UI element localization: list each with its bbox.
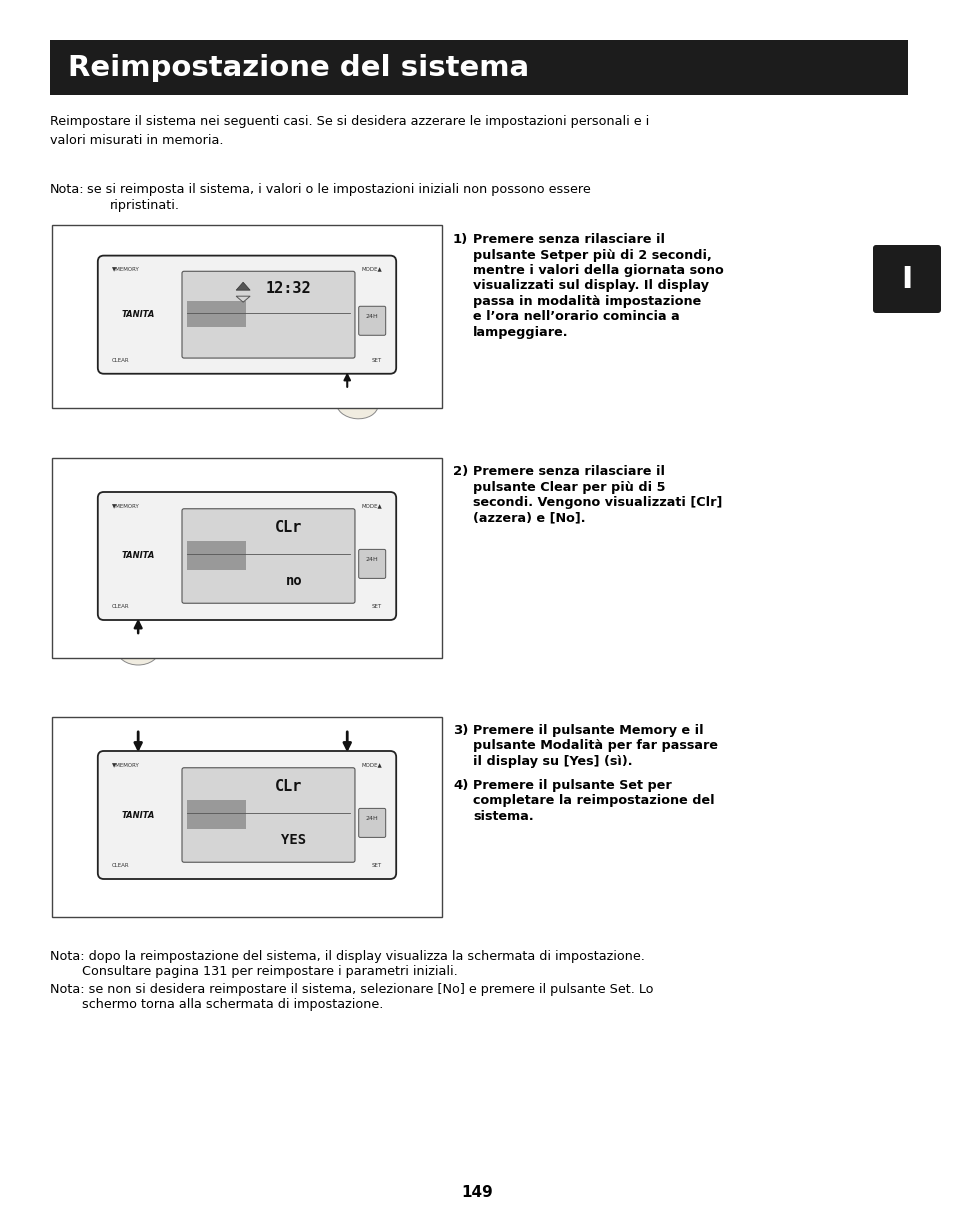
Ellipse shape — [64, 318, 102, 370]
Text: (azzera) e [No].: (azzera) e [No]. — [473, 511, 585, 525]
Text: 149: 149 — [460, 1185, 493, 1200]
Text: 4): 4) — [453, 778, 468, 791]
Text: ripristinati.: ripristinati. — [110, 199, 180, 212]
Polygon shape — [236, 282, 250, 290]
Text: 1): 1) — [453, 233, 468, 246]
Text: MODE▲: MODE▲ — [361, 267, 382, 271]
Text: 24H: 24H — [365, 817, 378, 822]
Text: CLr: CLr — [274, 778, 302, 794]
FancyBboxPatch shape — [182, 271, 355, 358]
Text: Premere senza rilasciare il: Premere senza rilasciare il — [473, 465, 664, 478]
Text: Nota: se non si desidera reimpostare il sistema, selezionare [No] e premere il p: Nota: se non si desidera reimpostare il … — [50, 983, 653, 996]
Text: Nota: dopo la reimpostazione del sistema, il display visualizza la schermata di : Nota: dopo la reimpostazione del sistema… — [50, 950, 644, 964]
Text: Nota:: Nota: — [50, 183, 85, 196]
Text: Reimpostazione del sistema: Reimpostazione del sistema — [68, 53, 529, 81]
FancyBboxPatch shape — [182, 767, 355, 862]
Text: TANITA: TANITA — [121, 811, 154, 819]
Text: Consultare pagina 131 per reimpostare i parametri iniziali.: Consultare pagina 131 per reimpostare i … — [50, 965, 457, 978]
Ellipse shape — [117, 635, 159, 665]
Text: se si reimposta il sistema, i valori o le impostazioni iniziali non possono esse: se si reimposta il sistema, i valori o l… — [83, 183, 590, 196]
Text: e l’ora nell’orario comincia a: e l’ora nell’orario comincia a — [473, 310, 679, 324]
FancyBboxPatch shape — [358, 307, 385, 336]
Text: schermo torna alla schermata di impostazione.: schermo torna alla schermata di impostaz… — [50, 997, 383, 1011]
Text: TANITA: TANITA — [121, 310, 154, 319]
Text: 24H: 24H — [365, 314, 378, 320]
Ellipse shape — [64, 822, 102, 873]
Bar — [187, 301, 246, 327]
Text: CLEAR: CLEAR — [112, 604, 130, 608]
Text: 24H: 24H — [365, 558, 378, 562]
Text: pulsante Clear per più di 5: pulsante Clear per più di 5 — [473, 480, 665, 493]
Bar — [187, 800, 246, 829]
FancyBboxPatch shape — [182, 509, 355, 604]
Text: SET: SET — [372, 604, 382, 608]
Text: il display su [Yes] (sì).: il display su [Yes] (sì). — [473, 755, 632, 768]
Ellipse shape — [335, 389, 377, 419]
Text: lampeggiare.: lampeggiare. — [473, 326, 568, 339]
Text: mentre i valori della giornata sono: mentre i valori della giornata sono — [473, 264, 723, 278]
Text: Premere il pulsante Memory e il: Premere il pulsante Memory e il — [473, 724, 703, 737]
FancyBboxPatch shape — [358, 549, 385, 578]
Text: Reimpostare il sistema nei seguenti casi. Se si desidera azzerare le impostazion: Reimpostare il sistema nei seguenti casi… — [50, 115, 649, 147]
Text: ▼MEMORY: ▼MEMORY — [112, 503, 139, 508]
Ellipse shape — [347, 367, 396, 405]
Text: YES: YES — [281, 834, 306, 847]
Bar — [52, 718, 441, 917]
Text: SET: SET — [372, 358, 382, 362]
Text: no: no — [285, 574, 302, 588]
Text: Premere il pulsante Set per: Premere il pulsante Set per — [473, 778, 671, 791]
Text: TANITA: TANITA — [121, 551, 154, 560]
Ellipse shape — [391, 822, 430, 873]
Text: ▼MEMORY: ▼MEMORY — [112, 762, 139, 767]
Text: completare la reimpostazione del: completare la reimpostazione del — [473, 794, 714, 807]
Text: 3): 3) — [453, 724, 468, 737]
Text: SET: SET — [372, 863, 382, 868]
Text: MODE▲: MODE▲ — [361, 762, 382, 767]
FancyBboxPatch shape — [98, 751, 395, 879]
Bar — [52, 225, 441, 408]
Text: CLEAR: CLEAR — [112, 863, 130, 868]
Bar — [187, 541, 246, 570]
FancyBboxPatch shape — [872, 245, 940, 313]
Text: CLr: CLr — [274, 520, 302, 534]
Text: CLEAR: CLEAR — [112, 358, 130, 362]
Text: visualizzati sul display. Il display: visualizzati sul display. Il display — [473, 280, 708, 292]
Text: secondi. Vengono visualizzati [Clr]: secondi. Vengono visualizzati [Clr] — [473, 496, 721, 509]
Text: passa in modalità impostazione: passa in modalità impostazione — [473, 295, 700, 308]
Text: MODE▲: MODE▲ — [361, 503, 382, 508]
Text: Premere senza rilasciare il: Premere senza rilasciare il — [473, 233, 664, 246]
Text: ▼MEMORY: ▼MEMORY — [112, 267, 139, 271]
Ellipse shape — [64, 562, 102, 613]
Text: I: I — [901, 264, 912, 293]
Text: sistema.: sistema. — [473, 810, 533, 823]
Text: 2): 2) — [453, 465, 468, 478]
Bar — [50, 40, 907, 95]
Text: pulsante Setper più di 2 secondi,: pulsante Setper più di 2 secondi, — [473, 248, 711, 262]
FancyBboxPatch shape — [98, 256, 395, 373]
Text: pulsante Modalità per far passare: pulsante Modalità per far passare — [473, 739, 718, 753]
Text: 12:32: 12:32 — [266, 281, 312, 296]
FancyBboxPatch shape — [358, 808, 385, 837]
FancyBboxPatch shape — [98, 492, 395, 621]
Bar — [52, 458, 441, 658]
